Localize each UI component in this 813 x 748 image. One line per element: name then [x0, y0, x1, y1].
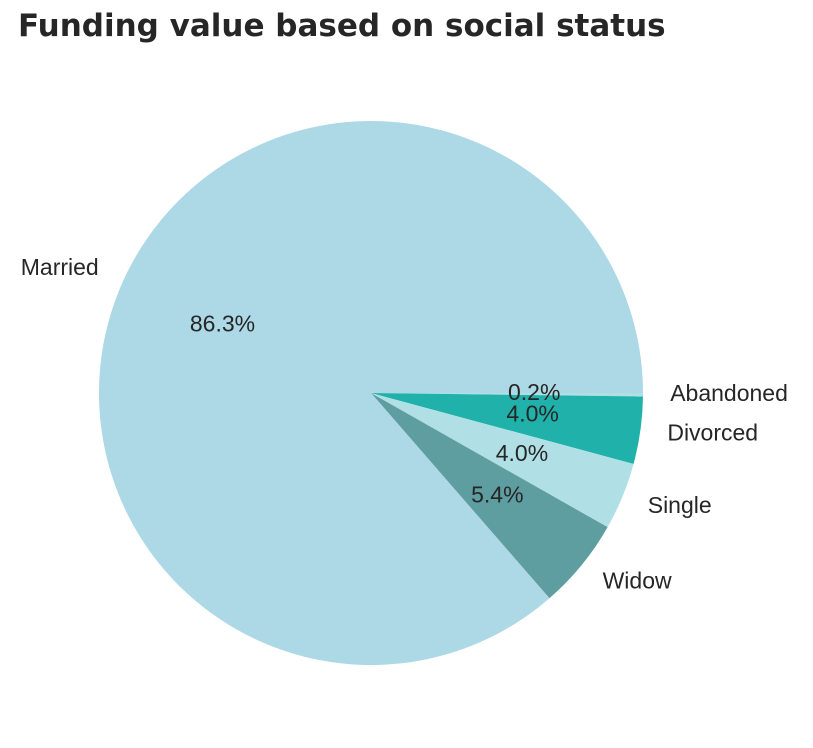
percent-label-abandoned: 0.2% — [508, 379, 560, 405]
chart-title: Funding value based on social status — [18, 8, 666, 44]
slice-label-married: Married — [21, 254, 99, 280]
slice-label-single: Single — [648, 492, 712, 518]
pie-slice-divorced — [371, 393, 643, 465]
percent-label-widow: 5.4% — [471, 481, 523, 507]
pie-labels: Abandoned 0.2% Divorced 4.0% Single 4.0% Widow… — [21, 254, 788, 594]
percent-label-divorced: 4.0% — [506, 401, 558, 427]
pie-slice-abandoned — [371, 393, 643, 397]
pie-slice-widow — [371, 393, 608, 599]
pie-slice-single — [371, 393, 634, 528]
percent-label-married: 86.3% — [190, 310, 255, 336]
slice-label-abandoned: Abandoned — [670, 380, 788, 406]
percent-label-single: 4.0% — [496, 440, 548, 466]
slice-label-divorced: Divorced — [667, 419, 758, 445]
pie-slices — [98, 121, 643, 666]
slice-label-widow: Widow — [603, 568, 672, 594]
pie-slice-married — [98, 121, 643, 666]
